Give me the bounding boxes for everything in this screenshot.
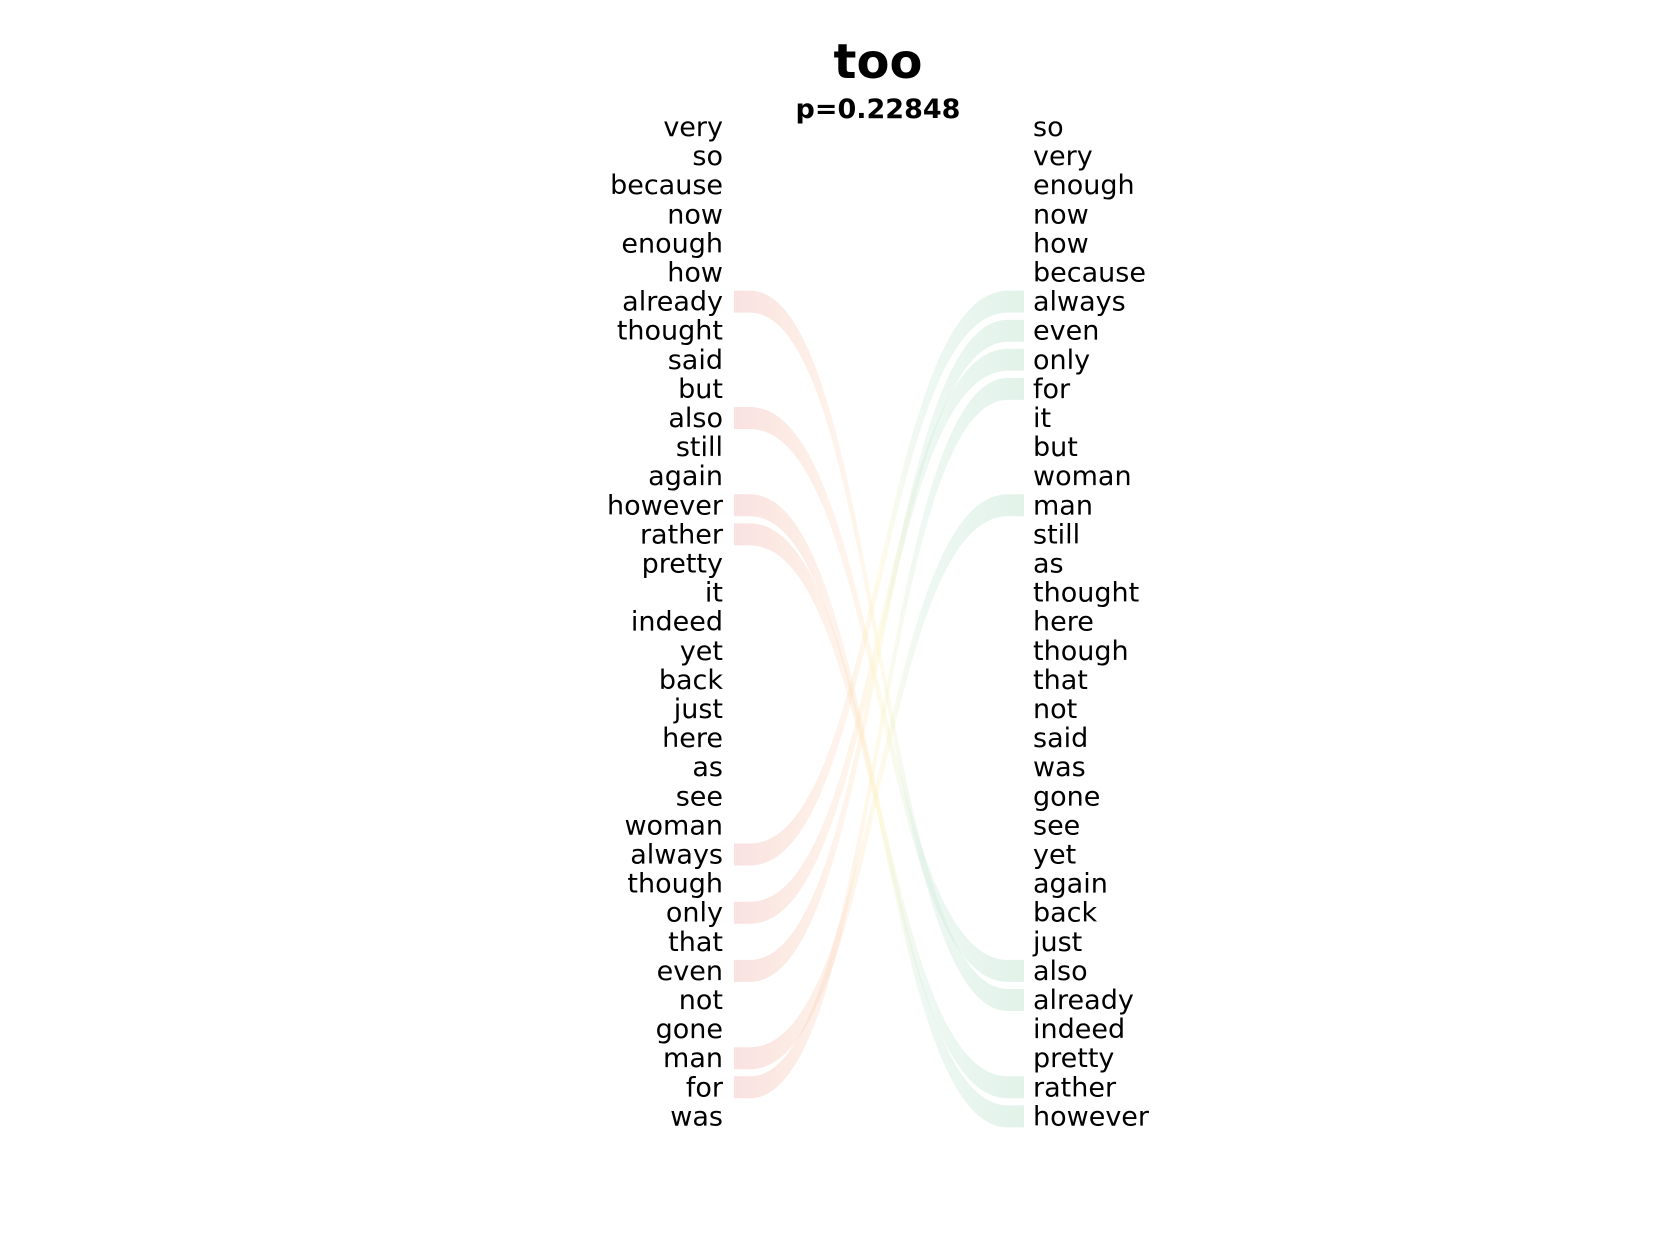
left-word-see: see bbox=[676, 781, 723, 812]
right-word-only: only bbox=[1033, 345, 1090, 376]
left-word-so: so bbox=[692, 141, 723, 172]
right-word-also: also bbox=[1033, 956, 1088, 987]
right-word-not: not bbox=[1033, 694, 1077, 725]
right-word-so: so bbox=[1033, 112, 1064, 143]
link-always bbox=[734, 290, 1024, 866]
right-word-very: very bbox=[1033, 141, 1093, 172]
chart-subtitle: p=0.22848 bbox=[796, 94, 961, 125]
right-word-see: see bbox=[1033, 810, 1080, 841]
right-word-rather: rather bbox=[1033, 1072, 1117, 1103]
right-word-was: was bbox=[1033, 752, 1086, 783]
right-word-yet: yet bbox=[1033, 840, 1076, 871]
right-word-gone: gone bbox=[1033, 781, 1100, 812]
right-word-already: already bbox=[1033, 985, 1134, 1016]
link-even bbox=[734, 319, 1024, 982]
left-word-however: however bbox=[607, 490, 724, 521]
left-word-gone: gone bbox=[656, 1014, 723, 1045]
left-word-here: here bbox=[662, 723, 723, 754]
left-word-pretty: pretty bbox=[642, 549, 723, 580]
left-word-just: just bbox=[673, 694, 723, 725]
left-word-not: not bbox=[679, 985, 723, 1016]
right-word-enough: enough bbox=[1033, 170, 1135, 201]
right-word-woman: woman bbox=[1033, 461, 1132, 492]
left-word-already: already bbox=[622, 287, 723, 318]
right-word-said: said bbox=[1033, 723, 1088, 754]
right-word-but: but bbox=[1033, 432, 1078, 463]
link-man bbox=[734, 494, 1024, 1070]
right-word-always: always bbox=[1033, 287, 1126, 318]
right-word-that: that bbox=[1033, 665, 1088, 696]
right-word-again: again bbox=[1033, 869, 1108, 900]
right-word-just: just bbox=[1032, 927, 1082, 958]
left-word-very: very bbox=[663, 112, 723, 143]
right-word-pretty: pretty bbox=[1033, 1043, 1114, 1074]
left-word-but: but bbox=[678, 374, 723, 405]
left-word-that: that bbox=[668, 927, 723, 958]
right-word-even: even bbox=[1033, 316, 1099, 347]
right-word-here: here bbox=[1033, 607, 1094, 638]
link-also bbox=[734, 407, 1024, 982]
left-word-thought: thought bbox=[617, 316, 723, 347]
right-word-thought: thought bbox=[1033, 578, 1139, 609]
right-word-man: man bbox=[1033, 490, 1093, 521]
link-rather bbox=[734, 523, 1024, 1099]
left-word-though: though bbox=[627, 869, 723, 900]
link-for bbox=[734, 377, 1024, 1099]
right-word-indeed: indeed bbox=[1033, 1014, 1125, 1045]
left-word-column: verysobecausenowenoughhowalreadythoughts… bbox=[607, 112, 724, 1132]
link-only bbox=[734, 348, 1024, 924]
left-word-yet: yet bbox=[680, 636, 723, 667]
right-word-because: because bbox=[1033, 258, 1146, 289]
left-word-as: as bbox=[692, 752, 723, 783]
right-word-though: though bbox=[1033, 636, 1129, 667]
left-word-for: for bbox=[686, 1072, 724, 1103]
right-word-still: still bbox=[1033, 519, 1080, 550]
left-word-woman: woman bbox=[624, 810, 723, 841]
left-word-enough: enough bbox=[621, 228, 723, 259]
left-word-also: also bbox=[668, 403, 723, 434]
left-word-it: it bbox=[705, 578, 723, 609]
chart-title: too bbox=[834, 34, 923, 90]
left-word-because: because bbox=[610, 170, 723, 201]
right-word-back: back bbox=[1033, 898, 1098, 929]
left-word-still: still bbox=[676, 432, 723, 463]
left-word-indeed: indeed bbox=[631, 607, 723, 638]
left-word-how: how bbox=[667, 258, 723, 289]
left-word-only: only bbox=[666, 898, 723, 929]
left-word-said: said bbox=[668, 345, 723, 376]
link-layer bbox=[734, 290, 1024, 1128]
left-word-rather: rather bbox=[640, 519, 724, 550]
left-word-back: back bbox=[659, 665, 724, 696]
left-word-was: was bbox=[670, 1101, 723, 1132]
right-word-it: it bbox=[1033, 403, 1051, 434]
right-word-how: how bbox=[1033, 228, 1089, 259]
right-word-column: soveryenoughnowhowbecausealwaysevenonlyf… bbox=[1032, 112, 1150, 1132]
left-word-now: now bbox=[667, 199, 723, 230]
right-word-however: however bbox=[1033, 1101, 1150, 1132]
right-word-as: as bbox=[1033, 549, 1064, 580]
right-word-for: for bbox=[1033, 374, 1071, 405]
left-word-again: again bbox=[648, 461, 723, 492]
left-word-always: always bbox=[630, 840, 723, 871]
left-word-man: man bbox=[663, 1043, 723, 1074]
right-word-now: now bbox=[1033, 199, 1089, 230]
left-word-even: even bbox=[657, 956, 723, 987]
